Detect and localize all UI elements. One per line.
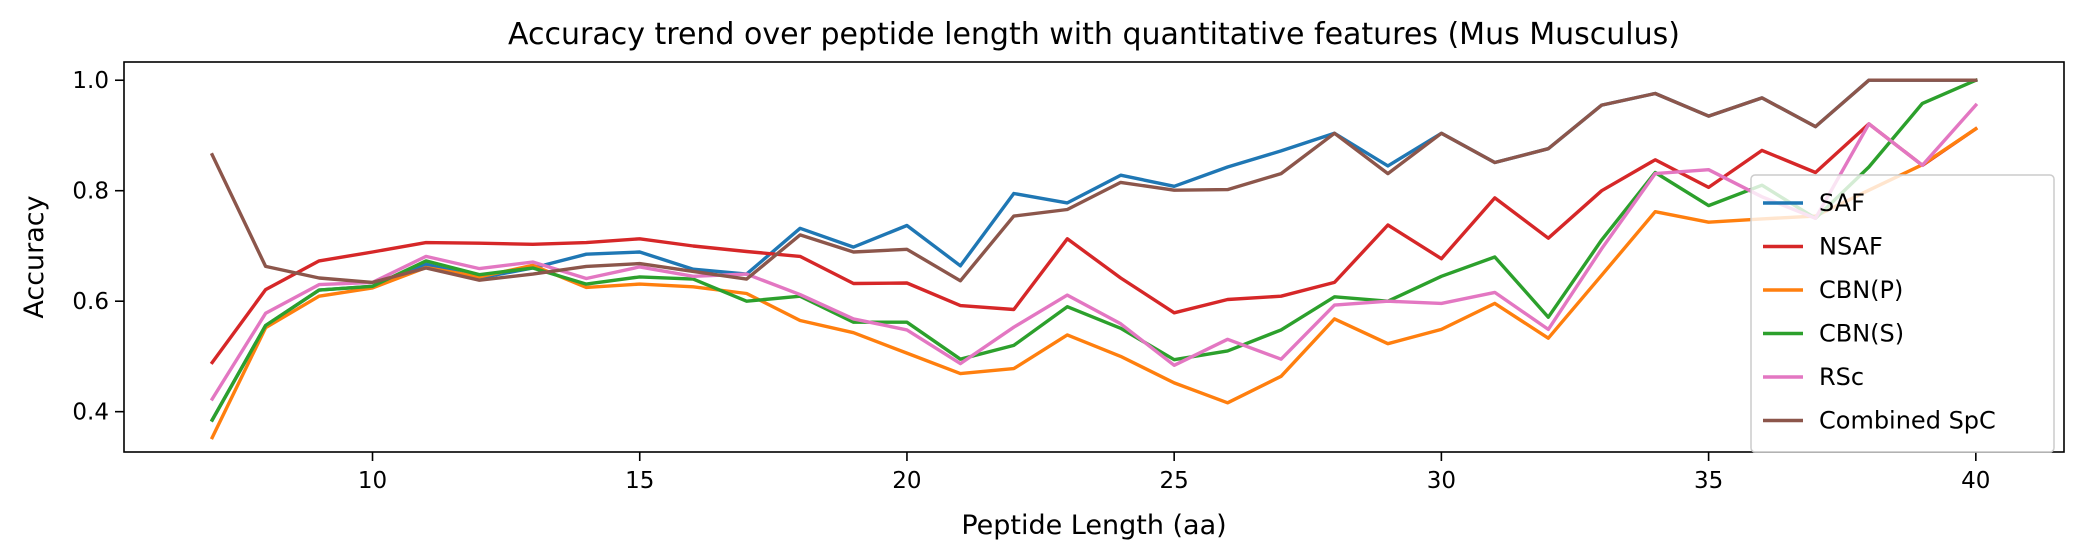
y-axis-label: Accuracy <box>19 195 50 318</box>
axes-frame <box>123 61 2065 453</box>
x-tick-label: 35 <box>1694 468 1723 494</box>
legend-entry-label: CBN(S) <box>1819 320 1904 348</box>
x-tick-label: 40 <box>1961 468 1990 494</box>
y-tick-label: 1.0 <box>72 68 109 94</box>
series-line-combined-spc <box>209 78 1978 285</box>
x-tick-label: 30 <box>1427 468 1456 494</box>
legend-box <box>1750 174 2055 453</box>
legend-entry-label: RSc <box>1819 363 1864 391</box>
x-tick-label: 10 <box>358 468 387 494</box>
series-line-rsc <box>209 102 1979 402</box>
legend-entry-label: Combined SpC <box>1819 407 1996 435</box>
x-tick-label: 15 <box>625 468 654 494</box>
x-tick-label: 20 <box>892 468 921 494</box>
series-lines <box>209 77 1979 440</box>
y-tick-label: 0.6 <box>72 289 109 315</box>
tick-group: 10 15 20 25 30 35 40 0.4 0.6 0.8 1.0 <box>72 68 1990 494</box>
x-axis-label: Peptide Length (aa) <box>961 510 1226 541</box>
series-line-nsaf <box>209 122 1979 365</box>
legend-entry-label: CBN(P) <box>1819 276 1903 304</box>
legend: SAF NSAF CBN(P) CBN(S) RSc Combined SpC <box>1750 174 2055 453</box>
legend-entry-label: SAF <box>1819 189 1865 217</box>
series-line-cbn-s <box>209 77 1979 423</box>
legend-entry-label: NSAF <box>1819 233 1883 261</box>
chart-title: Accuracy trend over peptide length with … <box>508 17 1680 52</box>
y-tick-label: 0.4 <box>72 400 109 426</box>
y-tick-label: 0.8 <box>72 179 109 205</box>
x-tick-label: 25 <box>1160 468 1189 494</box>
